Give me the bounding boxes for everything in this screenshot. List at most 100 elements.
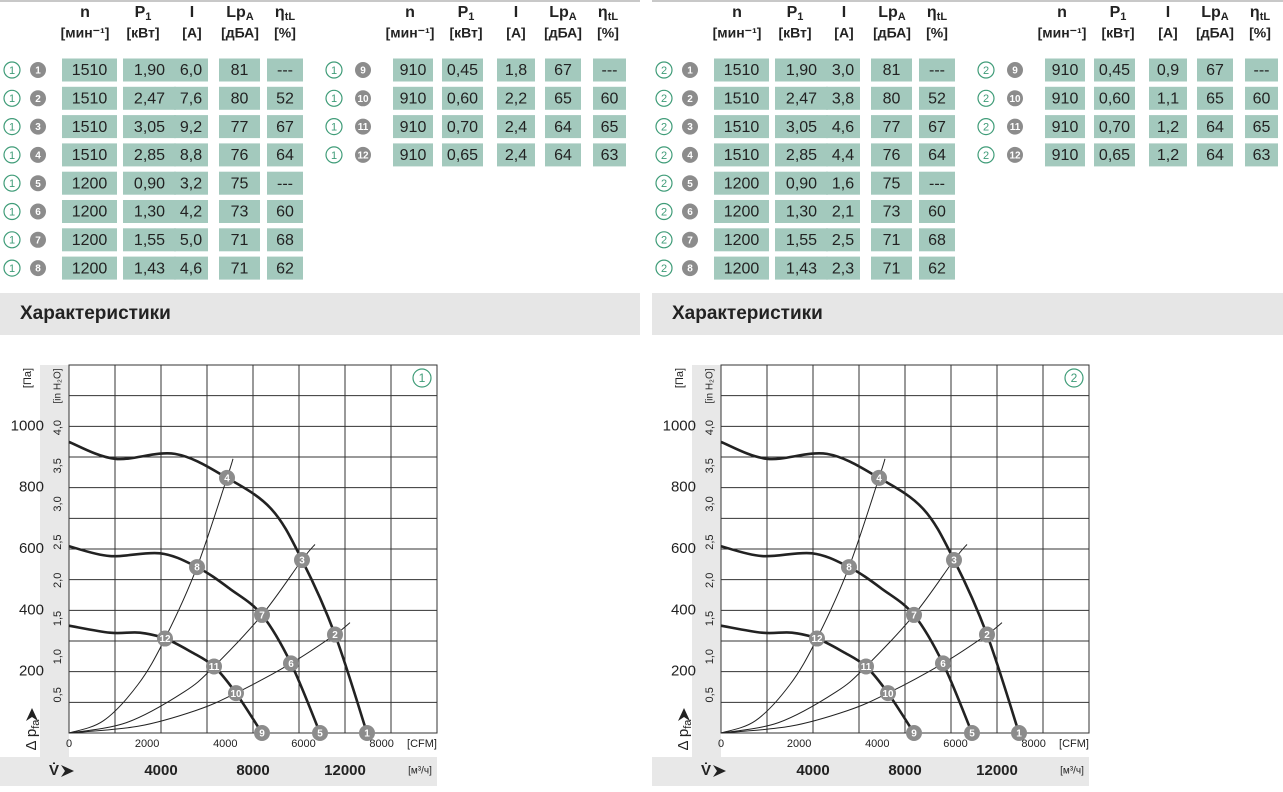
cell-value: 2,4: [505, 119, 527, 136]
header-sub: 1: [145, 11, 151, 23]
cell-value: 64: [554, 147, 572, 164]
column-header: I: [1166, 4, 1170, 21]
cell-value: 0,45: [447, 62, 478, 79]
mode-number: 2: [661, 206, 667, 218]
cell-value: 1510: [724, 62, 760, 79]
cell-value: 0,9: [1157, 62, 1179, 79]
cell-value: 2,1: [832, 204, 854, 221]
cell-value: 75: [231, 175, 249, 192]
column-header: n: [405, 4, 415, 21]
cell-value: 1,43: [786, 260, 817, 277]
point-icon: [355, 62, 371, 78]
point-number: 7: [35, 235, 41, 246]
operating-point: [188, 559, 205, 576]
table-cell: [267, 115, 303, 139]
table-cell: [545, 115, 581, 139]
column-header: LpA: [549, 4, 577, 23]
point-label: 1: [1016, 729, 1022, 740]
table-cell: [219, 171, 260, 195]
table-cell: [871, 256, 912, 280]
point-icon: [682, 118, 698, 135]
x2-tick-label: 4000: [865, 738, 889, 750]
cell-value: ---: [929, 175, 945, 192]
column-unit: [A]: [1158, 25, 1177, 41]
cell-value: 67: [928, 119, 946, 136]
cell-value: ---: [277, 175, 293, 192]
table-cell: [775, 143, 828, 167]
point-number: 5: [35, 179, 41, 190]
operating-point: [905, 725, 922, 741]
cell-value: 2,5: [832, 232, 854, 249]
cell-value: 4,6: [180, 260, 202, 277]
cell-value: 1200: [724, 260, 760, 277]
point-label: 6: [940, 659, 946, 670]
point-number: 8: [35, 264, 41, 275]
mode-number: 1: [331, 65, 337, 77]
table-cell: [826, 143, 860, 167]
operating-point: [963, 725, 980, 741]
table-cell: [219, 58, 260, 82]
point-number: 1: [687, 66, 693, 77]
mode-number: 1: [9, 65, 15, 77]
point-number: 6: [35, 207, 41, 218]
cell-value: 67: [276, 119, 294, 136]
table-cell: [826, 200, 860, 223]
table-cell: [219, 200, 260, 223]
y-tick-label: 400: [671, 601, 696, 618]
cell-value: 6,0: [180, 62, 202, 79]
header-sub: tL: [608, 11, 619, 23]
point-icon: [30, 118, 46, 135]
table-cell: [871, 58, 912, 82]
cell-value: 0,65: [447, 147, 478, 164]
cell-value: 64: [554, 119, 572, 136]
operating-point: [880, 685, 897, 702]
point-label: 5: [969, 729, 975, 740]
mode-number: 2: [661, 65, 667, 77]
x2-tick-label: 0: [66, 738, 72, 750]
header-label: η: [598, 4, 608, 21]
cell-value: 52: [928, 91, 946, 108]
y2-tick-label: 1,0: [52, 649, 64, 664]
table-cell: [871, 200, 912, 223]
x2-tick-label: 6000: [943, 738, 967, 750]
cell-value: 65: [1206, 91, 1224, 108]
cell-value: 0,90: [786, 175, 817, 192]
mode-icon: [3, 202, 21, 221]
point-number: 9: [1012, 66, 1018, 77]
cell-value: 1,6: [832, 175, 854, 192]
table-cell: [919, 200, 955, 223]
header-sub: tL: [285, 11, 296, 23]
cell-value: 1200: [72, 260, 108, 277]
y2-unit: [in H₂O]: [705, 368, 716, 403]
cell-value: 76: [883, 147, 901, 164]
operating-point: [282, 655, 299, 672]
cell-value: 64: [1206, 119, 1224, 136]
point-icon: [1007, 90, 1023, 107]
cell-value: 63: [601, 147, 619, 164]
y2-tick-label: 3,0: [704, 496, 716, 511]
table-cell: [545, 86, 581, 110]
cell-value: 65: [554, 91, 572, 108]
point-icon: [1007, 62, 1023, 78]
y-tick-label: 400: [19, 601, 44, 618]
y2-tick-label: 2,5: [52, 534, 64, 549]
table-cell: [123, 86, 176, 110]
cell-value: 1510: [724, 147, 760, 164]
cell-value: 2,85: [786, 147, 817, 164]
y2-tick-label: 2,0: [704, 573, 716, 588]
cell-value: 1,90: [786, 62, 817, 79]
y2-unit: [in H₂O]: [53, 368, 64, 403]
point-icon: [682, 62, 698, 78]
x2-unit: [CFM]: [1059, 738, 1089, 750]
table-cell: [442, 143, 483, 167]
operating-point: [293, 552, 310, 569]
mode-number: 1: [331, 93, 337, 105]
x-axis-title: V̇: [701, 762, 711, 779]
mode-number: 1: [9, 178, 15, 190]
table-cell: [714, 228, 769, 252]
table-cell: [267, 228, 303, 252]
table-cell: [1245, 58, 1278, 82]
table-cell: [919, 171, 955, 195]
table-cell: [593, 115, 626, 139]
